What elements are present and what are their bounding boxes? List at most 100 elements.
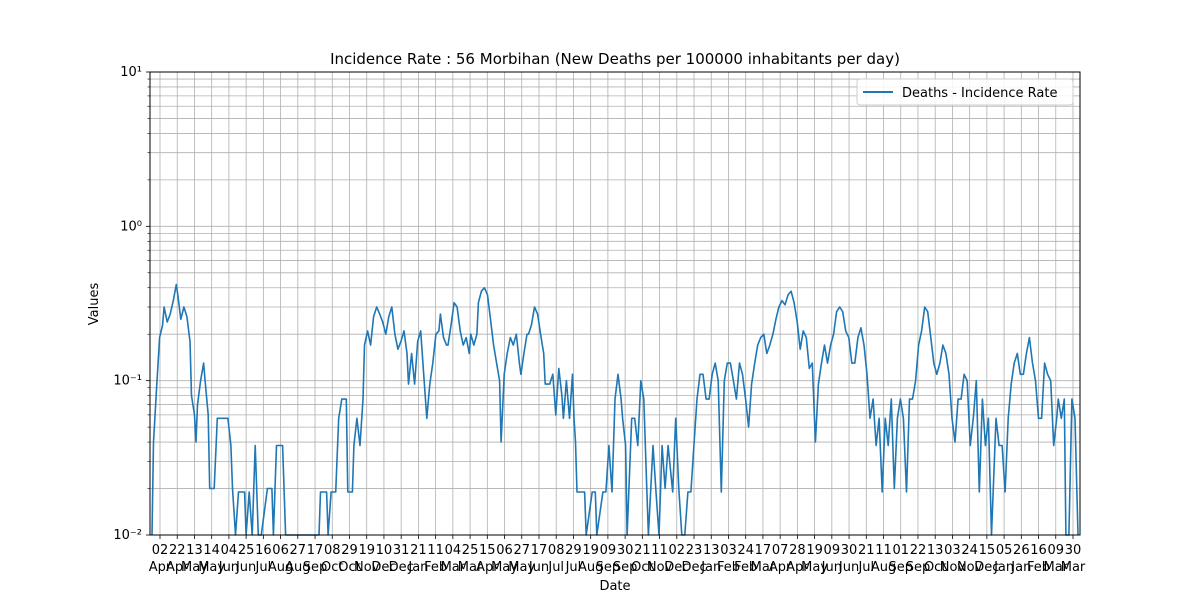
x-tick-month-label: Jun bbox=[528, 560, 549, 575]
x-tick-month-label: Apr bbox=[149, 560, 172, 575]
x-tick-month-label: Nov bbox=[957, 560, 983, 575]
x-tick-month-label: Oct bbox=[338, 560, 360, 575]
legend-label: Deaths - Incidence Rate bbox=[902, 86, 1057, 101]
x-tick-month-label: May bbox=[198, 560, 225, 575]
x-tick-day-label: 21 bbox=[858, 543, 875, 558]
x-tick-month-label: Mar bbox=[1061, 560, 1086, 575]
x-tick-day-label: 15 bbox=[979, 543, 996, 558]
x-tick-day-label: 17 bbox=[755, 543, 772, 558]
x-tick-day-label: 14 bbox=[203, 543, 220, 558]
x-tick-month-label: Apr bbox=[166, 560, 189, 575]
x-tick-day-label: 09 bbox=[824, 543, 841, 558]
x-tick-month-label: Feb bbox=[717, 560, 740, 575]
x-tick-month-label: Feb bbox=[424, 560, 447, 575]
x-tick-month-label: Aug bbox=[578, 560, 603, 575]
x-tick-month-label: Feb bbox=[1027, 560, 1050, 575]
x-tick-month-label: Mar bbox=[1044, 560, 1069, 575]
x-tick-month-label: Jul bbox=[547, 560, 564, 575]
x-tick-day-label: 30 bbox=[617, 543, 634, 558]
x-tick-day-label: 08 bbox=[324, 543, 341, 558]
x-tick-day-label: 13 bbox=[703, 543, 720, 558]
x-tick-day-label: 05 bbox=[996, 543, 1013, 558]
series-line-deaths-incidence-rate bbox=[151, 283, 1079, 536]
x-tick-day-label: 08 bbox=[548, 543, 565, 558]
grid-lines bbox=[150, 71, 1080, 536]
x-tick-month-label: Sep bbox=[906, 560, 931, 575]
x-tick-day-label: 25 bbox=[238, 543, 255, 558]
x-tick-month-label: May bbox=[491, 560, 518, 575]
x-tick-month-label: Jan bbox=[993, 560, 1014, 575]
x-tick-month-label: Dec bbox=[681, 560, 706, 575]
x-tick-day-label: 02 bbox=[152, 543, 169, 558]
x-tick-month-label: Jul bbox=[565, 560, 582, 575]
x-tick-day-label: 17 bbox=[531, 543, 548, 558]
x-tick-day-label: 15 bbox=[479, 543, 496, 558]
x-tick-day-label: 06 bbox=[272, 543, 289, 558]
x-tick-month-label: May bbox=[181, 560, 208, 575]
x-tick-day-label: 29 bbox=[341, 543, 358, 558]
legend-box bbox=[856, 78, 1074, 106]
x-tick-day-label: 27 bbox=[513, 543, 530, 558]
x-tick-day-label: 21 bbox=[410, 543, 427, 558]
x-tick-day-label: 19 bbox=[806, 543, 823, 558]
x-tick-month-label: Jul bbox=[255, 560, 272, 575]
x-tick-day-label: 11 bbox=[427, 543, 444, 558]
y-tick-label: 10¹ bbox=[120, 65, 142, 80]
x-tick-day-label: 04 bbox=[221, 543, 238, 558]
x-tick-day-label: 22 bbox=[910, 543, 927, 558]
x-tick-month-label: Oct bbox=[924, 560, 946, 575]
x-tick-day-label: 17 bbox=[307, 543, 324, 558]
x-tick-month-label: Jan bbox=[700, 560, 721, 575]
x-tick-day-label: 16 bbox=[255, 543, 272, 558]
x-tick-day-label: 23 bbox=[686, 543, 703, 558]
x-tick-month-label: Mar bbox=[441, 560, 466, 575]
x-tick-day-label: 01 bbox=[892, 543, 909, 558]
x-tick-month-label: Jan bbox=[1010, 560, 1031, 575]
x-tick-day-label: 25 bbox=[462, 543, 479, 558]
y-tick-label: 10⁻¹ bbox=[113, 374, 142, 389]
x-tick-month-label: Dec bbox=[974, 560, 999, 575]
x-tick-month-label: Nov bbox=[647, 560, 673, 575]
x-tick-month-label: Sep bbox=[596, 560, 621, 575]
x-tick-month-label: Apr bbox=[769, 560, 792, 575]
x-tick-month-label: Aug bbox=[285, 560, 310, 575]
x-tick-day-label: 03 bbox=[944, 543, 961, 558]
y-tick-label: 10⁰ bbox=[120, 219, 142, 234]
x-axis-label: Date bbox=[599, 579, 630, 594]
x-tick-month-label: Jun bbox=[235, 560, 256, 575]
x-tick-day-label: 19 bbox=[358, 543, 375, 558]
x-tick-month-label: Apr bbox=[786, 560, 809, 575]
x-tick-day-label: 24 bbox=[737, 543, 754, 558]
x-tick-day-label: 30 bbox=[1065, 543, 1082, 558]
x-tick-day-label: 04 bbox=[445, 543, 462, 558]
x-tick-day-label: 31 bbox=[393, 543, 410, 558]
x-tick-month-label: Dec bbox=[371, 560, 396, 575]
x-tick-month-label: May bbox=[801, 560, 828, 575]
x-tick-day-label: 24 bbox=[961, 543, 978, 558]
x-tick-day-label: 22 bbox=[169, 543, 186, 558]
x-tick-month-label: Dec bbox=[664, 560, 689, 575]
x-tick-day-label: 16 bbox=[1030, 543, 1047, 558]
x-tick-day-label: 30 bbox=[841, 543, 858, 558]
y-tick-label: 10⁻² bbox=[113, 528, 142, 543]
chart-title: Incidence Rate : 56 Morbihan (New Deaths… bbox=[330, 50, 900, 68]
x-tick-day-label: 19 bbox=[582, 543, 599, 558]
x-tick-month-label: Sep bbox=[888, 560, 913, 575]
x-tick-month-label: Jan bbox=[407, 560, 428, 575]
x-tick-day-label: 07 bbox=[772, 543, 789, 558]
x-tick-month-label: Aug bbox=[268, 560, 293, 575]
x-tick-month-label: Jul bbox=[857, 560, 874, 575]
x-tick-day-label: 21 bbox=[634, 543, 651, 558]
x-tick-day-label: 11 bbox=[875, 543, 892, 558]
legend: Deaths - Incidence Rate bbox=[856, 78, 1074, 106]
x-tick-month-label: Apr bbox=[476, 560, 499, 575]
x-tick-month-label: May bbox=[508, 560, 535, 575]
x-tick-month-label: Mar bbox=[751, 560, 776, 575]
x-tick-month-label: Oct bbox=[321, 560, 343, 575]
x-tick-day-label: 03 bbox=[720, 543, 737, 558]
x-tick-day-label: 13 bbox=[927, 543, 944, 558]
x-tick-month-label: Dec bbox=[389, 560, 414, 575]
x-tick-day-label: 02 bbox=[669, 543, 686, 558]
x-tick-month-label: Jun bbox=[821, 560, 842, 575]
